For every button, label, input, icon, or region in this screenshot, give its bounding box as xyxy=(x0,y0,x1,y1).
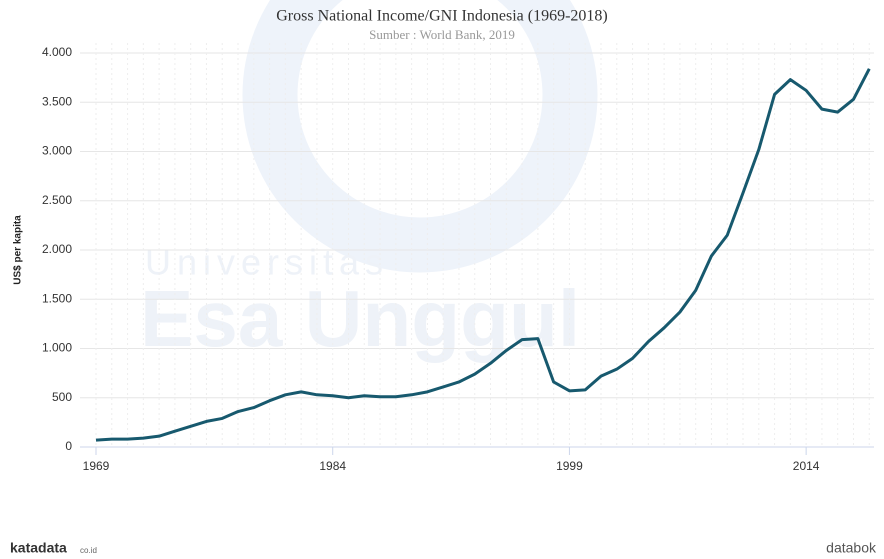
footer-logo-suffix: co.id xyxy=(80,546,97,555)
y-tick-label: 1.500 xyxy=(42,291,72,305)
x-tick-label: 1969 xyxy=(83,459,110,473)
watermark-text: Universitas xyxy=(145,242,389,283)
y-tick-label: 4.000 xyxy=(42,45,72,59)
data-line xyxy=(95,68,871,442)
y-tick-label: 2.000 xyxy=(42,242,72,256)
chart-subtitle: Sumber : World Bank, 2019 xyxy=(369,27,515,42)
x-tick-label: 1984 xyxy=(319,459,346,473)
y-tick-label: 3.000 xyxy=(42,144,72,158)
chart-title: Gross National Income/GNI Indonesia (196… xyxy=(276,8,607,25)
footer-brand: databok xyxy=(826,540,877,556)
y-tick-label: 3.500 xyxy=(42,94,72,108)
x-tick-label: 1999 xyxy=(556,459,583,473)
y-tick-label: 500 xyxy=(52,390,72,404)
y-tick-label: 0 xyxy=(65,439,72,453)
y-tick-label: 2.500 xyxy=(42,193,72,207)
y-axis-label: US$ per kapita xyxy=(13,215,24,285)
footer-logo: katadata xyxy=(10,540,67,556)
x-tick-label: 2014 xyxy=(793,459,820,473)
y-tick-label: 1.000 xyxy=(42,341,72,355)
